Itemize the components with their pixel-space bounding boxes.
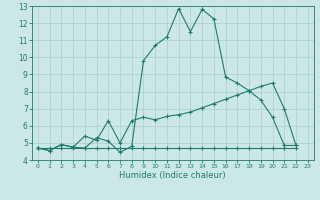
X-axis label: Humidex (Indice chaleur): Humidex (Indice chaleur) xyxy=(119,171,226,180)
